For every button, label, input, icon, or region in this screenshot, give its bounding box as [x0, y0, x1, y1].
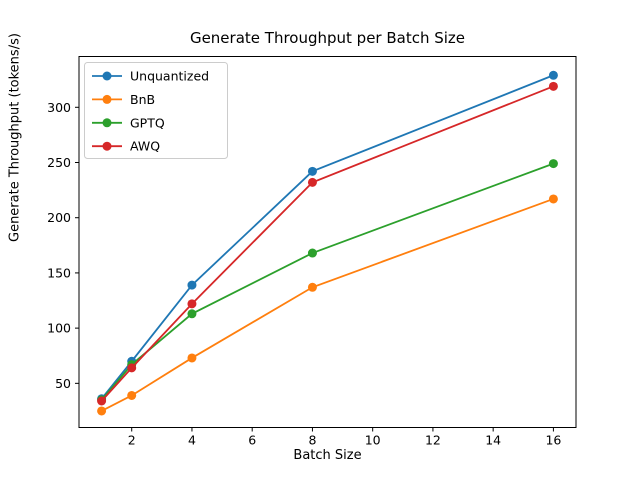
y-tick-label: 100	[47, 321, 71, 336]
x-axis-label: Batch Size	[293, 448, 362, 463]
legend-label: GPTQ	[130, 115, 165, 130]
legend-marker-icon	[102, 71, 112, 81]
y-tick-label: 150	[47, 265, 71, 280]
series-bnb	[97, 194, 558, 416]
data-point-bnb	[97, 406, 107, 416]
data-point-bnb	[127, 390, 137, 400]
x-tick-label: 10	[365, 433, 381, 448]
x-tick-label: 4	[188, 433, 196, 448]
x-tick-label: 6	[248, 433, 256, 448]
y-tick-label: 300	[47, 100, 71, 115]
data-point-awq	[127, 363, 137, 373]
data-point-gptq	[307, 248, 317, 258]
data-point-awq	[97, 396, 107, 406]
data-point-awq	[548, 81, 558, 91]
y-axis: 50 100 150 200 250 300	[47, 100, 79, 391]
data-point-bnb	[187, 353, 197, 363]
y-tick-label: 50	[55, 376, 71, 391]
chart-title: Generate Throughput per Batch Size	[189, 29, 466, 47]
series-awq	[97, 81, 558, 406]
plot-area-border	[78, 56, 577, 428]
data-point-unquantized	[548, 70, 558, 80]
x-tick-label: 14	[485, 433, 501, 448]
data-point-bnb	[307, 282, 317, 292]
data-point-awq	[187, 299, 197, 309]
data-point-bnb	[548, 194, 558, 204]
data-point-unquantized	[187, 280, 197, 290]
data-point-unquantized	[307, 166, 317, 176]
legend-item-gptq: GPTQ	[92, 115, 165, 130]
data-point-gptq	[187, 309, 197, 319]
legend-label: AWQ	[130, 139, 160, 154]
y-tick-label: 250	[47, 155, 71, 170]
x-tick-label: 8	[308, 433, 316, 448]
x-tick-label: 16	[545, 433, 561, 448]
series-line-bnb	[101, 198, 554, 412]
legend-marker-icon	[102, 94, 112, 104]
legend-box	[84, 62, 228, 159]
y-tick-label: 200	[47, 210, 71, 225]
legend-label: BnB	[130, 92, 155, 107]
legend-item-awq: AWQ	[92, 139, 160, 154]
legend: Unquantized BnB GPTQ AWQ	[84, 62, 228, 159]
legend-marker-icon	[102, 141, 112, 151]
data-point-gptq	[548, 159, 558, 169]
legend-label: Unquantized	[130, 69, 209, 84]
legend-item-bnb: BnB	[92, 92, 155, 107]
legend-item-unquantized: Unquantized	[92, 69, 209, 84]
x-axis: 2 4 6 8 10 12 14 16	[128, 427, 561, 448]
legend-marker-icon	[102, 118, 112, 128]
x-tick-label: 2	[128, 433, 136, 448]
x-tick-label: 12	[425, 433, 441, 448]
data-point-awq	[307, 177, 317, 187]
